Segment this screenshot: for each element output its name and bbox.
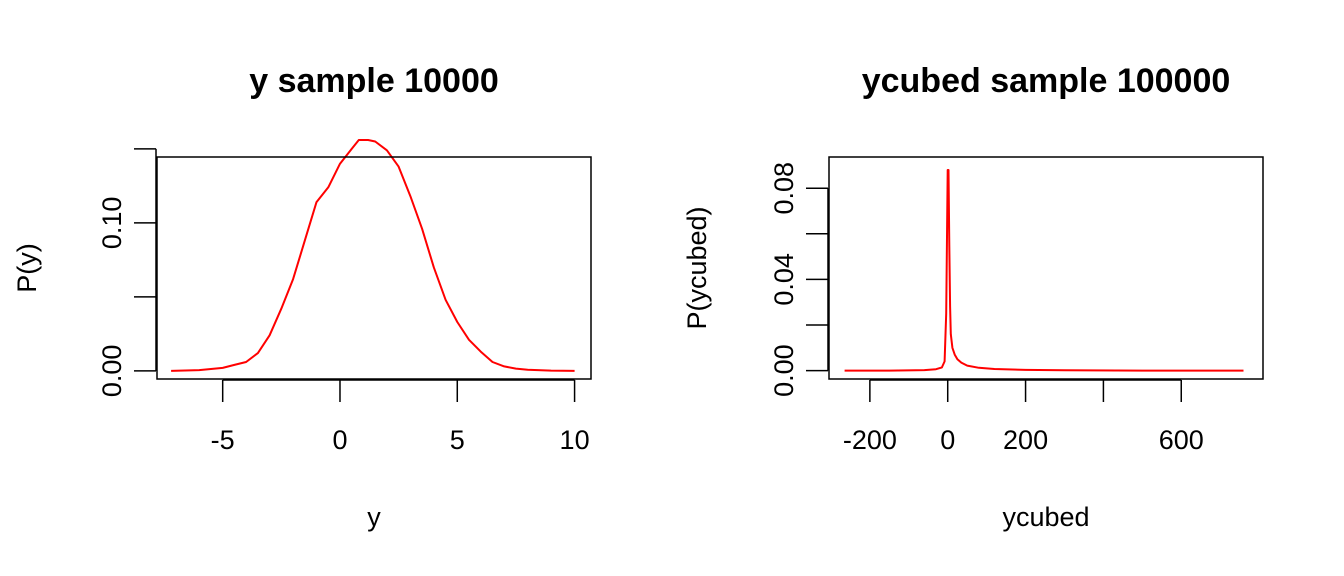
x-tick-label: 5 bbox=[450, 425, 465, 455]
y-tick-label: 0.00 bbox=[769, 344, 799, 397]
y-tick-label: 0.08 bbox=[769, 162, 799, 215]
plot-frame bbox=[828, 156, 1264, 380]
x-axis-label: ycubed bbox=[1002, 502, 1089, 532]
axis-ticks: -200 0 200 600 0.00 0.04 0.08 bbox=[769, 162, 1204, 455]
x-tick-label: 0 bbox=[940, 425, 955, 455]
panel-ycubed-density: ycubed sample 100000 ycubed P(ycubed) -2… bbox=[682, 62, 1264, 532]
x-axis-label: y bbox=[367, 502, 381, 532]
y-axis-label: P(ycubed) bbox=[682, 206, 712, 329]
x-tick-label: -5 bbox=[211, 425, 235, 455]
panel-y-density: y sample 10000 y P(y) -5 0 5 10 0.00 0.10 bbox=[12, 62, 592, 532]
plot-frame bbox=[156, 156, 592, 380]
y-tick-label: 0.10 bbox=[97, 197, 127, 250]
axis-ticks: -5 0 5 10 0.00 0.10 bbox=[97, 148, 590, 455]
x-tick-label: 600 bbox=[1159, 425, 1204, 455]
panel-title: ycubed sample 100000 bbox=[862, 62, 1231, 100]
y-axis-label: P(y) bbox=[12, 243, 42, 293]
y-tick-label: 0.00 bbox=[97, 345, 127, 398]
x-tick-label: 200 bbox=[1003, 425, 1048, 455]
x-tick-label: 10 bbox=[560, 425, 590, 455]
panel-title: y sample 10000 bbox=[249, 62, 499, 100]
density-line bbox=[844, 169, 1244, 372]
x-tick-label: 0 bbox=[332, 425, 347, 455]
y-tick-label: 0.04 bbox=[769, 253, 799, 306]
density-line bbox=[171, 139, 575, 372]
x-tick-label: -200 bbox=[843, 425, 897, 455]
